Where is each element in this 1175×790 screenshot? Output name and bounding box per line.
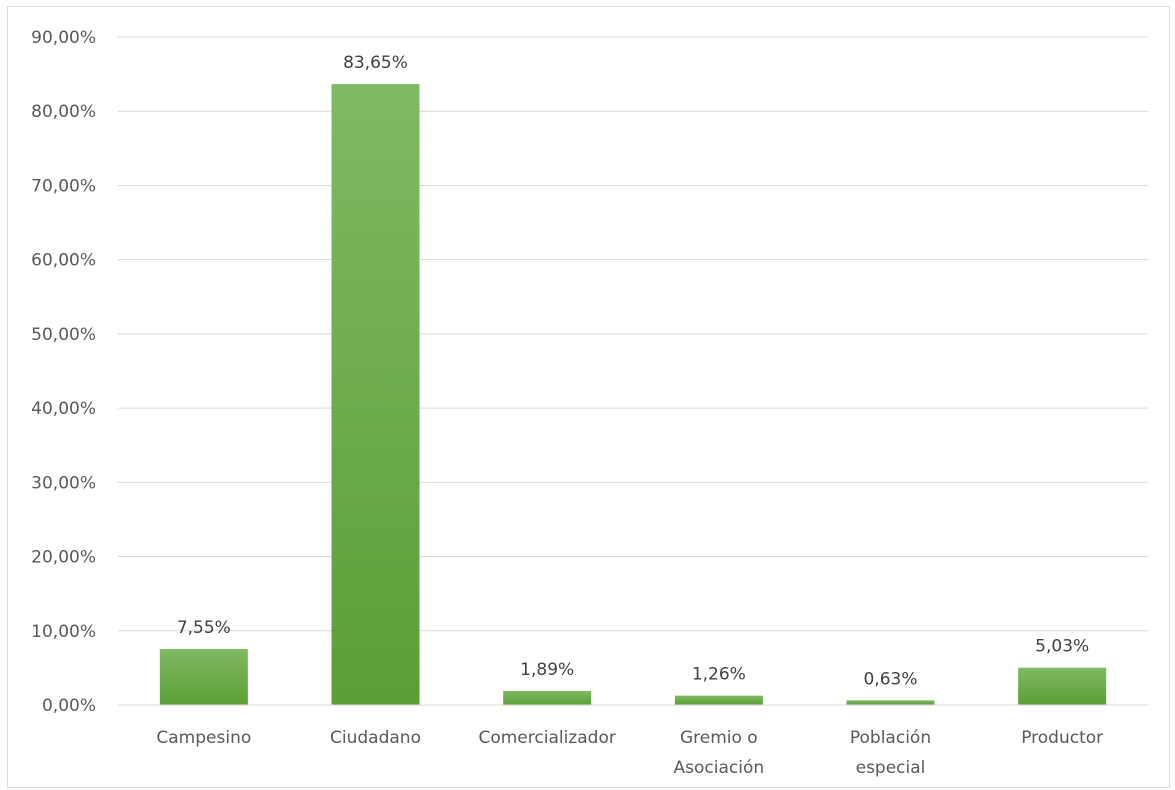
x-tick-label: Gremio o Asociación xyxy=(674,728,765,778)
y-tick-label: 0,00% xyxy=(42,696,96,716)
y-tick-label: 10,00% xyxy=(31,622,96,642)
y-tick-label: 70,00% xyxy=(31,176,96,196)
x-tick-label-line: Campesino xyxy=(156,728,251,748)
data-label: 7,55% xyxy=(177,618,231,638)
y-tick-label: 50,00% xyxy=(31,325,96,345)
data-label: 83,65% xyxy=(343,53,408,73)
data-label: 1,26% xyxy=(692,665,746,685)
x-tick-label-line: Ciudadano xyxy=(330,728,421,748)
x-tick-label-line: Productor xyxy=(1021,728,1103,748)
x-tick-label-line: Comercializador xyxy=(478,728,615,748)
bar xyxy=(674,695,763,705)
x-axis-labels: Campesino Ciudadano Comercializador Gremio … xyxy=(156,728,1103,778)
y-tick-label: 90,00% xyxy=(31,28,96,48)
x-tick-label-line: Asociación xyxy=(674,758,765,778)
x-tick-label: Población especial xyxy=(850,728,931,778)
y-tick-label: 20,00% xyxy=(31,548,96,568)
x-tick-label-line: especial xyxy=(856,758,926,778)
data-label: 1,89% xyxy=(520,660,574,680)
y-axis-ticks: 0,00% 10,00% 20,00% 30,00% 40,00% 50,00% 60,00… xyxy=(31,28,96,716)
y-tick-label: 40,00% xyxy=(31,399,96,419)
y-tick-label: 60,00% xyxy=(31,251,96,271)
x-tick-label: Campesino xyxy=(156,728,251,748)
y-tick-label: 30,00% xyxy=(31,473,96,493)
gridlines xyxy=(118,36,1148,632)
x-tick-label: Comercializador xyxy=(478,728,615,748)
x-tick-label-line: Población xyxy=(850,728,931,748)
bar xyxy=(846,700,935,705)
x-tick-label: Ciudadano xyxy=(330,728,421,748)
x-tick-label-line: Gremio o xyxy=(680,728,758,748)
bar xyxy=(331,84,420,706)
bars xyxy=(159,84,1107,706)
data-label: 5,03% xyxy=(1035,637,1089,657)
bar xyxy=(159,648,248,705)
bar xyxy=(503,690,592,705)
bar xyxy=(1018,667,1107,705)
data-labels: 7,55% 83,65% 1,89% 1,26% 0,63% 5,03% xyxy=(177,53,1089,689)
x-tick-label: Productor xyxy=(1021,728,1103,748)
y-tick-label: 80,00% xyxy=(31,102,96,122)
data-label: 0,63% xyxy=(863,669,917,689)
